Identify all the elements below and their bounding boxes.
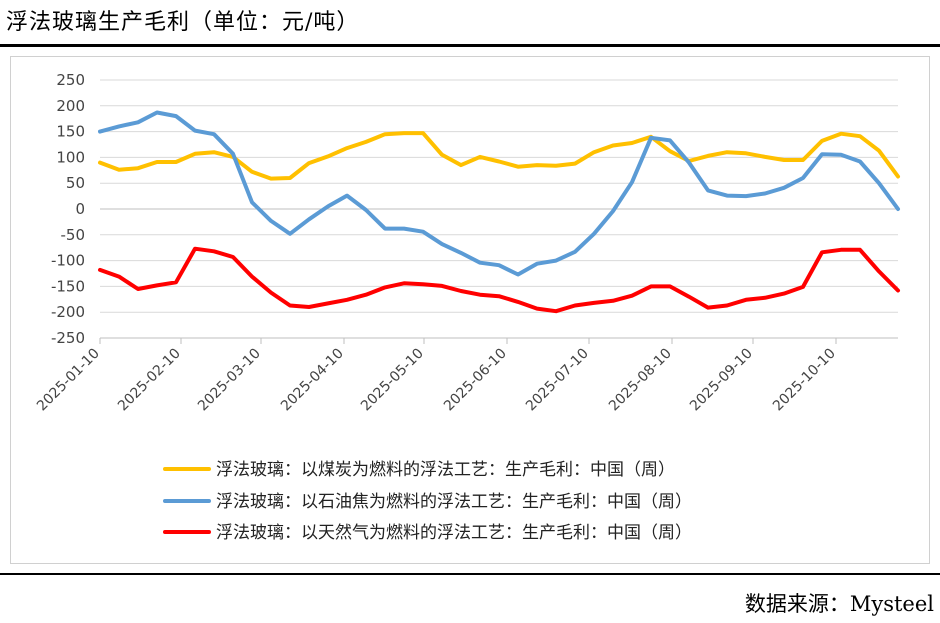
x-tick-label: 2025-09-10: [687, 346, 756, 415]
x-tick-label: 2025-05-10: [358, 346, 427, 415]
legend-label-1: 浮法玻璃：以煤炭为燃料的浮法工艺：生产毛利：中国（周）: [216, 460, 675, 480]
x-tick-label: 2025-07-10: [523, 346, 592, 415]
legend-label-2: 浮法玻璃：以石油焦为燃料的浮法工艺：生产毛利：中国（周）: [216, 492, 692, 512]
y-tick-label: 150: [56, 123, 85, 141]
x-tick-label: 2025-06-10: [441, 346, 510, 415]
legend: 浮法玻璃：以煤炭为燃料的浮法工艺：生产毛利：中国（周） 浮法玻璃：以石油焦为燃料的…: [163, 460, 692, 543]
x-tick-label: 2025-04-10: [278, 346, 347, 415]
series-lines: [98, 110, 900, 314]
y-tick-label: -200: [51, 303, 85, 321]
chart-plot: 250 200 150 100 50 0 -50 -100 -150 -200 -250 2025-…: [34, 71, 900, 543]
y-tick-label: 200: [56, 97, 85, 115]
chart-frame: 250 200 150 100 50 0 -50 -100 -150 -200 -250 2025-…: [10, 56, 930, 564]
x-tick-label: 2025-10-10: [770, 346, 839, 415]
y-tick-label: 250: [56, 71, 85, 89]
y-tick-label: -250: [51, 329, 85, 347]
y-axis-ticks: 250 200 150 100 50 0 -50 -100 -150 -200 -250: [51, 71, 85, 347]
x-tick-label: 2025-08-10: [606, 346, 675, 415]
series-line-2: [98, 110, 900, 277]
series-line-3: [98, 246, 900, 314]
y-tick-label: -100: [51, 252, 85, 270]
y-tick-label: 100: [56, 148, 85, 166]
y-tick-label: -150: [51, 277, 85, 295]
y-tick-label: -50: [61, 226, 86, 244]
y-tick-label: 0: [75, 200, 85, 218]
bottom-divider: [0, 573, 940, 575]
x-tick-label: 2025-01-10: [34, 346, 103, 415]
top-divider: [0, 44, 940, 47]
data-source: 数据来源：Mysteel: [744, 592, 934, 616]
x-tick-label: 2025-03-10: [195, 346, 264, 415]
x-axis-ticks: 2025-01-10 2025-02-10 2025-03-10 2025-04-10…: [34, 338, 839, 414]
y-tick-label: 50: [66, 174, 85, 192]
chart-title: 浮法玻璃生产毛利（单位：元/吨）: [6, 10, 360, 35]
axes: [100, 208, 898, 339]
legend-label-3: 浮法玻璃：以天然气为燃料的浮法工艺：生产毛利：中国（周）: [216, 523, 692, 543]
x-tick-label: 2025-02-10: [115, 346, 184, 415]
